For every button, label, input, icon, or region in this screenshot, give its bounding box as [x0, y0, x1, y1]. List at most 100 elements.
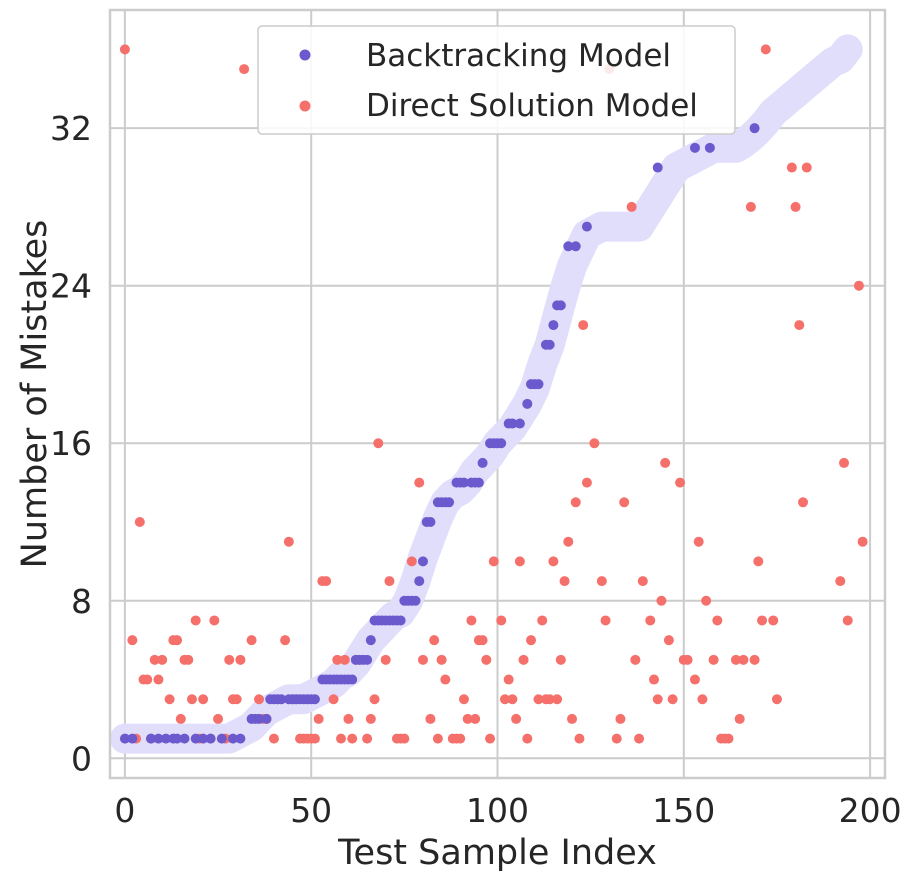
backtracking-trend-band [109, 34, 863, 754]
direct-solution-point [637, 576, 648, 587]
direct-solution-point [526, 635, 537, 646]
backtracking-point [410, 595, 421, 606]
y-tick-label: 24 [50, 267, 92, 306]
direct-solution-point [328, 694, 339, 705]
x-tick-label: 0 [114, 791, 135, 830]
direct-solution-point [559, 576, 570, 587]
direct-solution-point [835, 576, 846, 587]
backtracking-point [570, 241, 581, 252]
direct-solution-point [209, 615, 220, 626]
direct-solution-point [798, 497, 809, 508]
direct-solution-point [153, 674, 164, 685]
direct-solution-point [645, 615, 656, 626]
direct-solution-point [712, 615, 723, 626]
backtracking-point [309, 694, 320, 705]
direct-solution-point [417, 654, 428, 665]
direct-solution-point [581, 477, 592, 488]
backtracking-point [533, 379, 544, 390]
direct-solution-point [615, 713, 626, 724]
direct-solution-point [127, 635, 138, 646]
backtracking-point [563, 241, 574, 252]
backtracking-point [458, 477, 469, 488]
direct-solution-point [567, 713, 578, 724]
backtracking-point [276, 694, 287, 705]
backtracking-point [172, 733, 183, 744]
backtracking-point [261, 713, 272, 724]
direct-solution-point [339, 654, 350, 665]
plot-frame [108, 8, 887, 780]
direct-solution-point [499, 694, 510, 705]
direct-solution-point [693, 536, 704, 547]
direct-solution-point [600, 615, 611, 626]
backtracking-point [473, 477, 484, 488]
direct-solution-point [332, 654, 343, 665]
backtracking-point [581, 221, 592, 232]
direct-solution-point [268, 733, 279, 744]
direct-solution-point [485, 733, 496, 744]
direct-solution-point [235, 654, 246, 665]
direct-solution-point [675, 477, 686, 488]
backtracking-point [347, 674, 358, 685]
direct-solution-point [503, 674, 514, 685]
direct-solution-point [749, 654, 760, 665]
y-axis-label: Number of Mistakes [15, 220, 55, 569]
direct-solution-point [283, 536, 294, 547]
direct-solution-point [555, 654, 566, 665]
direct-solution-point [589, 438, 600, 449]
direct-solution-point [730, 654, 741, 665]
direct-solution-point [734, 713, 745, 724]
y-axis-ticks: 0 8 16 24 32 [50, 109, 92, 778]
direct-solution-point [429, 635, 440, 646]
backtracking-point [444, 497, 455, 508]
direct-solution-point [343, 713, 354, 724]
backtracking-point [227, 733, 238, 744]
direct-solution-point [369, 694, 380, 705]
backtracking-point [555, 300, 566, 311]
y-tick-label: 0 [71, 739, 92, 778]
direct-solution-point [336, 733, 347, 744]
direct-solution-point [198, 694, 209, 705]
direct-solution-point [254, 694, 265, 705]
y-tick-label: 16 [50, 424, 92, 463]
backtracking-point [205, 733, 216, 744]
backtracking-point [548, 320, 559, 331]
direct-solution-point [373, 438, 384, 449]
direct-solution-point [648, 674, 659, 685]
backtracking-point [153, 733, 164, 744]
direct-solution-point [839, 457, 850, 468]
backtracking-point [704, 142, 715, 153]
direct-solution-point [399, 733, 410, 744]
direct-solution-point [626, 201, 637, 212]
backtracking-point [749, 123, 760, 134]
direct-solution-point [186, 694, 197, 705]
legend-label-direct: Direct Solution Model [366, 88, 698, 124]
direct-solution-point [574, 733, 585, 744]
direct-solution-point [190, 615, 201, 626]
backtracking-point [652, 162, 663, 173]
backtracking-point [145, 733, 156, 744]
direct-solution-point [175, 713, 186, 724]
direct-solution-point [514, 556, 525, 567]
direct-solution-point [689, 674, 700, 685]
x-tick-label: 200 [839, 791, 902, 830]
direct-solution-point [518, 654, 529, 665]
backtracking-point [119, 733, 130, 744]
direct-solution-point [436, 654, 447, 665]
direct-solution-point [738, 654, 749, 665]
direct-solution-point [119, 44, 130, 55]
direct-solution-point [280, 635, 291, 646]
direct-solution-point [462, 713, 473, 724]
backtracking-point [477, 457, 488, 468]
direct-solution-point [697, 694, 708, 705]
direct-solution-point [768, 615, 779, 626]
direct-solution-point [548, 556, 559, 567]
backtracking-point [365, 635, 376, 646]
direct-solution-point [853, 280, 864, 291]
direct-solution-point [507, 694, 518, 705]
direct-solution-point [511, 713, 522, 724]
direct-solution-point [682, 654, 693, 665]
direct-solution-point [466, 615, 477, 626]
direct-solution-point [533, 694, 544, 705]
direct-solution-point [172, 635, 183, 646]
